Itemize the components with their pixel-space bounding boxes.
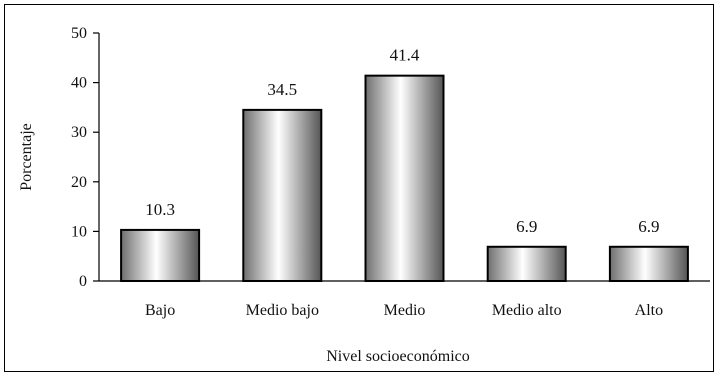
bar-alto — [608, 245, 689, 282]
data-label: 10.3 — [145, 200, 175, 219]
x-axis-label: Nivel socioeconómico — [326, 348, 470, 365]
x-tick-label: Alto — [635, 302, 663, 319]
data-label: 34.5 — [267, 80, 297, 99]
y-tick-label: 30 — [71, 124, 87, 141]
y-tick-label: 20 — [71, 174, 87, 191]
bar-medio-bajo — [242, 108, 323, 282]
data-label: 6.9 — [516, 217, 537, 236]
y-tick-label: 10 — [71, 223, 87, 240]
data-label: 41.4 — [390, 46, 420, 65]
x-tick-label: Medio bajo — [246, 302, 319, 319]
data-label: 6.9 — [638, 217, 659, 236]
x-tick-label: Medio — [384, 302, 426, 319]
chart-frame — [4, 4, 714, 372]
y-tick-label: 40 — [71, 75, 87, 92]
bar-medio — [364, 74, 445, 282]
y-tick-label: 0 — [79, 273, 87, 290]
y-axis: 0 10 20 30 40 50 — [71, 25, 100, 290]
bars-group: 10.3 Bajo 34.5 Medio bajo 41.4 Medio 6.9 Medio … — [120, 46, 689, 319]
bar-medio-alto — [486, 245, 567, 282]
x-tick-label: Bajo — [145, 302, 175, 319]
bar-bajo — [120, 228, 201, 283]
y-tick-label: 50 — [71, 25, 87, 42]
x-tick-label: Medio alto — [492, 302, 562, 319]
y-axis-label: Porcentaje — [18, 123, 35, 191]
